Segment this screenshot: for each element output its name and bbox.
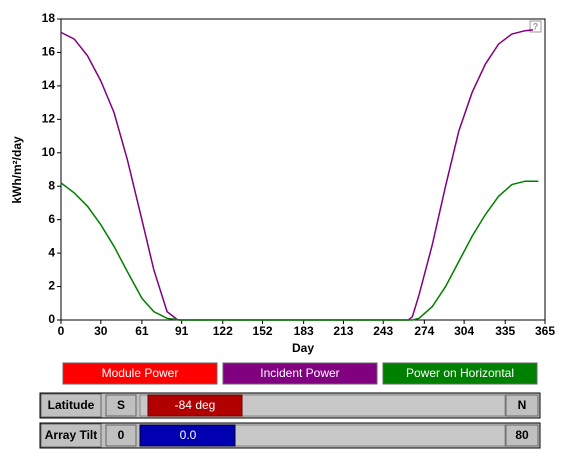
x-tick-label: 213 (333, 324, 353, 338)
y-tick-label: 16 (42, 45, 56, 59)
y-axis-label: kWh/m²/day (10, 136, 24, 204)
y-tick-label: 10 (42, 145, 56, 159)
tilt-max-button[interactable] (505, 424, 539, 447)
tilt-min-button[interactable] (105, 424, 137, 447)
latitude-label: Latitude (48, 398, 95, 412)
latitude-label-box (40, 393, 102, 418)
help-text[interactable]: ? (533, 21, 539, 31)
y-tick-label: 8 (48, 178, 55, 192)
x-tick-label: 335 (495, 324, 515, 338)
x-tick-label: 365 (535, 324, 555, 338)
series-line (60, 180, 539, 321)
y-tick-label: 18 (42, 11, 56, 25)
x-tick-label: 152 (253, 324, 273, 338)
tilt-min[interactable]: 0 (118, 428, 125, 442)
x-axis-label: Day (292, 341, 314, 355)
series-button[interactable] (382, 362, 538, 385)
tilt-max[interactable]: 80 (515, 428, 529, 442)
y-tick-label: 14 (42, 78, 56, 92)
latitude-min[interactable]: S (117, 398, 125, 412)
plot-area (60, 18, 546, 321)
latitude-max[interactable]: N (518, 398, 527, 412)
y-tick-label: 2 (48, 279, 55, 293)
series-button[interactable] (62, 362, 218, 385)
x-tick-label: 30 (94, 324, 108, 338)
latitude-min-button[interactable] (105, 394, 137, 417)
help-icon[interactable] (529, 20, 542, 33)
y-tick-label: 4 (48, 245, 55, 259)
series-button[interactable] (222, 362, 378, 385)
x-tick-label: 61 (135, 324, 149, 338)
tilt-label: Array Tilt (45, 428, 97, 442)
latitude-max-button[interactable] (505, 394, 539, 417)
y-tick-label: 12 (42, 112, 56, 126)
latitude-value: -84 deg (175, 398, 216, 412)
series-button-label[interactable]: Incident Power (260, 366, 339, 380)
x-tick-label: 0 (58, 324, 65, 338)
latitude-thumb[interactable] (147, 394, 243, 417)
x-tick-label: 304 (454, 324, 474, 338)
series-button-label[interactable]: Module Power (102, 366, 179, 380)
tilt-label-box (40, 423, 102, 448)
series-button-label[interactable]: Power on Horizontal (406, 366, 514, 380)
tilt-value: 0.0 (180, 428, 197, 442)
x-tick-label: 274 (414, 324, 434, 338)
x-tick-label: 243 (373, 324, 393, 338)
y-tick-label: 6 (48, 212, 55, 226)
x-tick-label: 183 (294, 324, 314, 338)
x-tick-label: 122 (213, 324, 233, 338)
y-tick-label: 0 (48, 312, 55, 326)
x-tick-label: 91 (175, 324, 189, 338)
tilt-thumb[interactable] (139, 424, 236, 447)
